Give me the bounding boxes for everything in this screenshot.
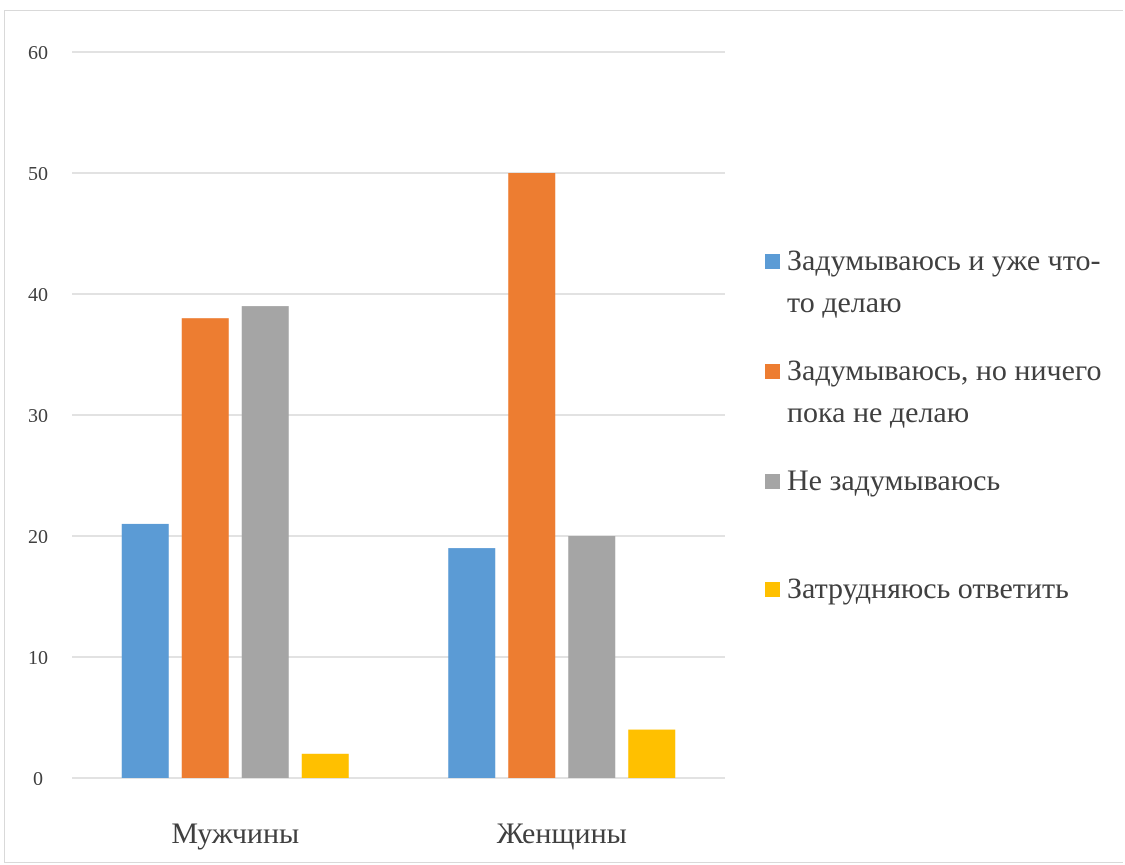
y-tick-label: 20	[28, 526, 48, 548]
legend-swatch	[765, 254, 780, 269]
y-tick-label: 50	[28, 163, 48, 185]
x-category-label: Мужчины	[171, 817, 299, 850]
legend-label: Затрудняюсь ответить	[787, 572, 1069, 605]
legend-label: Задумываюсь и уже что-то делаю	[787, 244, 1101, 319]
legend-label: Задумываюсь, но ничего пока не делаю	[787, 354, 1102, 429]
legend-swatch	[765, 364, 780, 379]
bar	[121, 523, 169, 778]
chart-frame	[4, 10, 1123, 863]
legend-label: Не задумываюсь	[787, 464, 1001, 497]
y-axis: 0 10 20 30 40 50 60	[28, 42, 48, 790]
x-category-label: Женщины	[497, 817, 627, 850]
y-tick-label: 60	[28, 42, 48, 64]
bar	[448, 548, 496, 778]
bar	[628, 729, 676, 778]
y-tick-label: 40	[28, 284, 48, 306]
bar	[181, 318, 229, 778]
bar	[568, 536, 616, 778]
y-tick-label: 0	[33, 768, 43, 790]
bar	[508, 173, 556, 778]
y-tick-label: 30	[28, 405, 48, 427]
legend-swatch	[765, 582, 780, 597]
y-tick-label: 10	[28, 647, 48, 669]
bar	[301, 753, 349, 778]
bar	[241, 306, 289, 778]
bars	[121, 173, 676, 778]
x-axis: Мужчины Женщины	[171, 817, 626, 850]
gridlines	[72, 51, 725, 779]
legend-swatch	[765, 474, 780, 489]
